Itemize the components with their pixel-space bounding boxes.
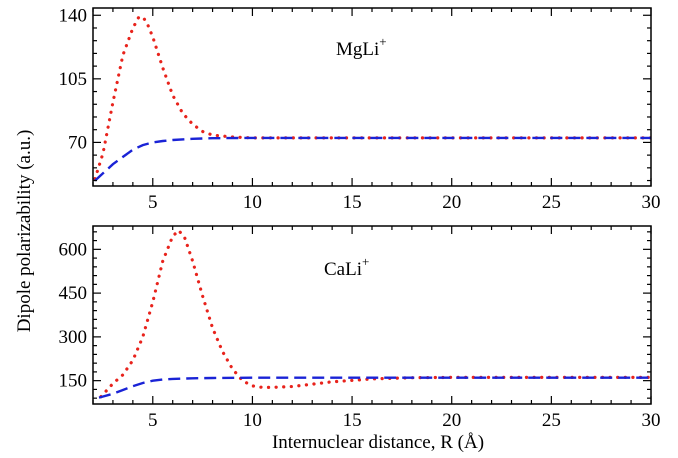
y-tick-label: 150 [59,371,88,392]
x-tick-label: 30 [642,410,661,431]
x-tick-label: 15 [343,192,362,213]
y-tick-label: 140 [59,5,88,26]
x-axis-label: Internuclear distance, R (Å) [272,432,484,453]
panel-label: MgLi+ [336,34,387,60]
x-tick-label: 10 [243,192,262,213]
x-tick-label: 15 [343,410,362,431]
x-tick-label: 25 [542,410,561,431]
series-line-dashed [98,376,651,399]
series-line-dotted [99,228,651,399]
x-tick-label: 5 [148,410,158,431]
plot-frame [92,7,652,187]
y-tick-label: 450 [59,283,88,304]
y-tick-label: 300 [59,327,88,348]
x-tick-label: 20 [442,192,461,213]
x-tick-label: 25 [542,192,561,213]
y-axis-label: Dipole polarizability (a.u.) [14,130,35,333]
x-tick-label: 5 [148,192,158,213]
panel-0: 5 10 15 20 25 30 70 105 140 MgLi+ [59,5,661,213]
y-tick-label: 600 [59,239,88,260]
panel-label: CaLi+ [324,254,369,280]
panel-1: 5 10 15 20 25 30 150 300 450 600 CaLi+ [59,225,661,431]
x-tick-label: 10 [243,410,262,431]
series-line-dashed [94,136,651,182]
y-tick-label: 105 [59,69,88,90]
x-tick-label: 30 [642,192,661,213]
x-tick-label: 20 [442,410,461,431]
y-tick-label: 70 [68,132,87,153]
